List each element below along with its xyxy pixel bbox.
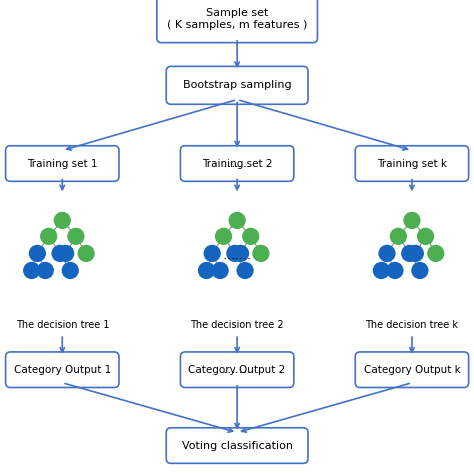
Circle shape bbox=[67, 228, 84, 245]
Circle shape bbox=[40, 228, 57, 245]
Circle shape bbox=[242, 228, 259, 245]
Circle shape bbox=[228, 212, 246, 229]
Circle shape bbox=[211, 262, 229, 279]
FancyBboxPatch shape bbox=[355, 352, 469, 388]
Text: Category Output 1: Category Output 1 bbox=[14, 365, 111, 375]
Circle shape bbox=[203, 245, 221, 262]
Circle shape bbox=[198, 262, 215, 279]
Text: …….: ……. bbox=[223, 363, 252, 376]
Text: …….: ……. bbox=[223, 157, 252, 170]
Circle shape bbox=[77, 245, 95, 262]
Text: Sample set
( K samples, m features ): Sample set ( K samples, m features ) bbox=[167, 8, 307, 30]
Circle shape bbox=[36, 262, 54, 279]
Text: Category Output k: Category Output k bbox=[364, 365, 460, 375]
Text: Training set 2: Training set 2 bbox=[202, 158, 273, 169]
Circle shape bbox=[417, 228, 434, 245]
Text: Voting classification: Voting classification bbox=[182, 440, 292, 451]
Text: Category Output 2: Category Output 2 bbox=[189, 365, 286, 375]
FancyBboxPatch shape bbox=[181, 352, 294, 388]
Circle shape bbox=[386, 262, 403, 279]
Circle shape bbox=[252, 245, 270, 262]
FancyBboxPatch shape bbox=[6, 352, 119, 388]
Text: …….: ……. bbox=[223, 249, 252, 263]
Circle shape bbox=[373, 262, 390, 279]
Circle shape bbox=[390, 228, 407, 245]
Circle shape bbox=[54, 212, 71, 229]
Circle shape bbox=[411, 262, 428, 279]
FancyBboxPatch shape bbox=[355, 146, 469, 181]
Text: The decision tree k: The decision tree k bbox=[365, 319, 458, 330]
Circle shape bbox=[378, 245, 396, 262]
Circle shape bbox=[403, 212, 420, 229]
FancyBboxPatch shape bbox=[181, 146, 294, 181]
Circle shape bbox=[23, 262, 40, 279]
FancyBboxPatch shape bbox=[166, 66, 308, 104]
Text: The decision tree 2: The decision tree 2 bbox=[191, 319, 284, 330]
FancyBboxPatch shape bbox=[6, 146, 119, 181]
FancyBboxPatch shape bbox=[166, 428, 308, 464]
Circle shape bbox=[62, 262, 79, 279]
Circle shape bbox=[427, 245, 445, 262]
Circle shape bbox=[57, 245, 74, 262]
Circle shape bbox=[226, 245, 244, 262]
Circle shape bbox=[401, 245, 418, 262]
Text: Bootstrap sampling: Bootstrap sampling bbox=[183, 80, 292, 91]
Circle shape bbox=[215, 228, 232, 245]
Circle shape bbox=[232, 245, 249, 262]
Text: Training set k: Training set k bbox=[377, 158, 447, 169]
Circle shape bbox=[51, 245, 69, 262]
Circle shape bbox=[407, 245, 424, 262]
Text: Training set 1: Training set 1 bbox=[27, 158, 98, 169]
Circle shape bbox=[29, 245, 46, 262]
Circle shape bbox=[237, 262, 254, 279]
Text: The decision tree 1: The decision tree 1 bbox=[16, 319, 109, 330]
FancyBboxPatch shape bbox=[157, 0, 318, 43]
